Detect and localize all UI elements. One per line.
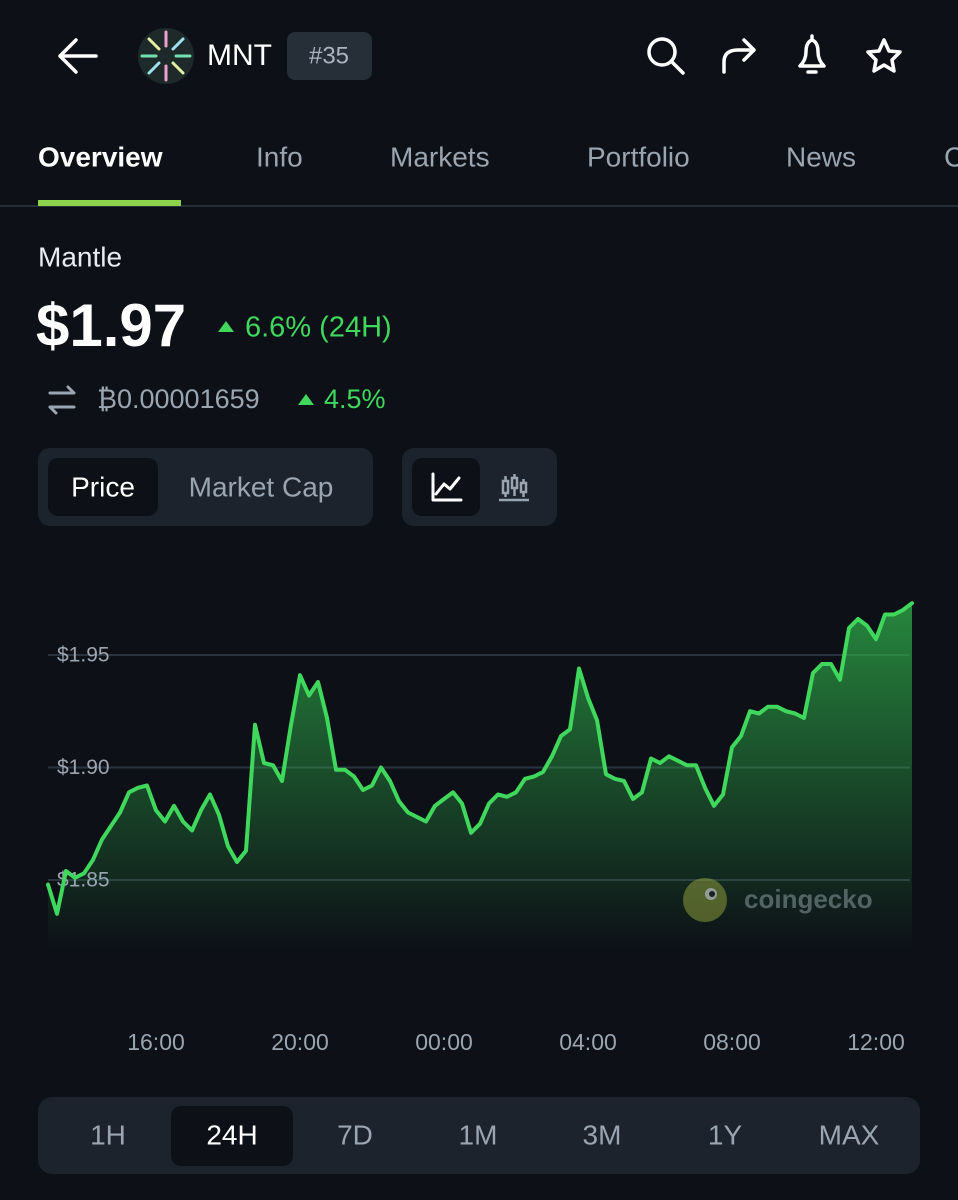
range-option[interactable]: MAX: [819, 1119, 880, 1150]
range-option[interactable]: 3M: [583, 1119, 622, 1150]
tab[interactable]: Markets: [390, 141, 490, 172]
btc-change: 4.5%: [324, 384, 386, 414]
range-option[interactable]: 1H: [90, 1119, 126, 1150]
favorite-icon[interactable]: [866, 38, 902, 73]
x-tick-label: 12:00: [847, 1029, 905, 1055]
watermark: coingecko: [683, 878, 873, 922]
selected-toggle: [48, 458, 158, 516]
y-tick-label: $1.95: [57, 644, 110, 667]
x-tick-label: 16:00: [127, 1029, 185, 1055]
range-option[interactable]: 1Y: [708, 1119, 743, 1150]
swap-icon: [48, 385, 76, 415]
y-tick-label: $1.90: [57, 756, 110, 779]
price-change: 6.6% (24H): [245, 312, 392, 344]
rank-text: #35: [309, 42, 349, 69]
up-arrow: [298, 394, 314, 405]
share-icon[interactable]: [722, 38, 756, 74]
up-arrow: [218, 321, 234, 332]
back-button[interactable]: [58, 38, 98, 74]
btc-price: ₿0.00001659: [97, 384, 260, 414]
area-fill: [48, 603, 912, 948]
tab[interactable]: News: [786, 141, 856, 172]
rank-badge: [287, 32, 372, 80]
x-axis: 16:00 20:00 00:00 04:00 08:00 12:00: [127, 1029, 905, 1055]
toggle-option[interactable]: Price: [71, 471, 135, 502]
range-option[interactable]: 7D: [337, 1119, 373, 1150]
range-option[interactable]: 1M: [459, 1119, 498, 1150]
line-chart-icon[interactable]: [431, 472, 463, 502]
x-tick-label: 20:00: [271, 1029, 329, 1055]
active-tab-indicator: [38, 200, 181, 206]
tab[interactable]: C: [944, 141, 958, 172]
plot: $1.85$1.90$1.95: [46, 601, 914, 948]
x-tick-label: 04:00: [559, 1029, 617, 1055]
alert-icon[interactable]: [798, 34, 826, 74]
candlestick-icon[interactable]: [499, 474, 529, 502]
tab[interactable]: Overview: [38, 141, 163, 172]
tab-divider: [0, 205, 958, 207]
tab[interactable]: Portfolio: [587, 141, 690, 172]
watermark-text: coingecko: [744, 884, 873, 914]
search-icon[interactable]: [647, 37, 685, 75]
coin-price: $1.97: [36, 292, 186, 359]
coin-logo: [138, 28, 194, 84]
tab[interactable]: Info: [256, 141, 303, 172]
coin-symbol: MNT: [207, 39, 272, 72]
x-tick-label: 00:00: [415, 1029, 473, 1055]
price-line: [46, 601, 914, 916]
toggle-option[interactable]: Market Cap: [189, 471, 334, 502]
selected-range: [171, 1106, 293, 1166]
coin-name: Mantle: [38, 241, 122, 272]
range-option[interactable]: 24H: [206, 1119, 257, 1150]
x-tick-label: 08:00: [703, 1029, 761, 1055]
